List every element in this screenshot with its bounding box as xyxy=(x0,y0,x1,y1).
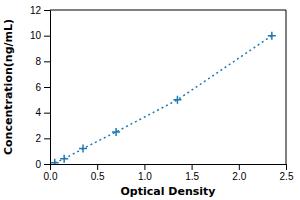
tick-label: 2.5 xyxy=(280,171,294,182)
tick-mark xyxy=(192,164,193,170)
tick-mark xyxy=(286,164,287,170)
tick-mark xyxy=(44,87,50,88)
tick-label: 0.0 xyxy=(44,171,58,182)
marker xyxy=(268,32,276,40)
tick: 2.5 xyxy=(280,164,294,182)
tick: 0 xyxy=(35,159,50,170)
tick: 1.5 xyxy=(185,164,199,182)
tick-label: 1.0 xyxy=(138,171,152,182)
marker xyxy=(51,159,59,164)
tick-label: 8 xyxy=(35,56,41,67)
tick-label: 1.5 xyxy=(185,171,199,182)
frame xyxy=(286,10,287,164)
tick: 10 xyxy=(30,30,50,41)
marker xyxy=(112,128,120,136)
tick-mark xyxy=(144,164,145,170)
tick-label: 0.5 xyxy=(91,171,105,182)
tick: 0.5 xyxy=(91,164,105,182)
tick-mark xyxy=(44,138,50,139)
tick-label: 0 xyxy=(35,159,41,170)
x-axis-title: Optical Density xyxy=(121,185,216,198)
tick: 4 xyxy=(35,107,50,118)
tick: 2.0 xyxy=(232,164,246,182)
tick: 12 xyxy=(30,5,50,16)
tick-label: 10 xyxy=(30,30,42,41)
tick-mark xyxy=(44,113,50,114)
line xyxy=(55,36,272,163)
tick: 0.0 xyxy=(44,164,58,182)
y-axis-title: Concentration(ng/mL) xyxy=(2,19,15,155)
chart: 0.0 0.5 1.0 1.5 2.0 2.5 0 2 4 6 8 10 12 Optical Densi… xyxy=(0,0,300,200)
tick-mark xyxy=(239,164,240,170)
tick: 6 xyxy=(35,82,50,93)
frame xyxy=(50,10,286,11)
tick: 1.0 xyxy=(138,164,152,182)
marker xyxy=(79,145,87,153)
marker xyxy=(60,155,68,163)
axis-line xyxy=(44,11,51,165)
tick-label: 12 xyxy=(30,5,42,16)
tick-mark xyxy=(97,164,98,170)
y-axis: 0 2 4 6 8 10 12 xyxy=(30,5,51,170)
series xyxy=(51,32,276,164)
tick-label: 2 xyxy=(35,133,41,144)
tick-mark xyxy=(44,164,50,165)
tick: 2 xyxy=(35,133,50,144)
plot: 0.0 0.5 1.0 1.5 2.0 2.5 0 2 4 6 8 10 12 xyxy=(30,5,294,182)
tick-mark xyxy=(44,36,50,37)
tick-label: 6 xyxy=(35,82,41,93)
tick-label: 2.0 xyxy=(232,171,246,182)
x-axis: 0.0 0.5 1.0 1.5 2.0 2.5 xyxy=(44,164,294,182)
tick: 8 xyxy=(35,56,50,67)
tick-mark xyxy=(44,61,50,62)
tick-mark xyxy=(44,10,50,11)
tick-label: 4 xyxy=(35,107,41,118)
axis-line xyxy=(51,165,287,171)
marker xyxy=(173,96,181,104)
